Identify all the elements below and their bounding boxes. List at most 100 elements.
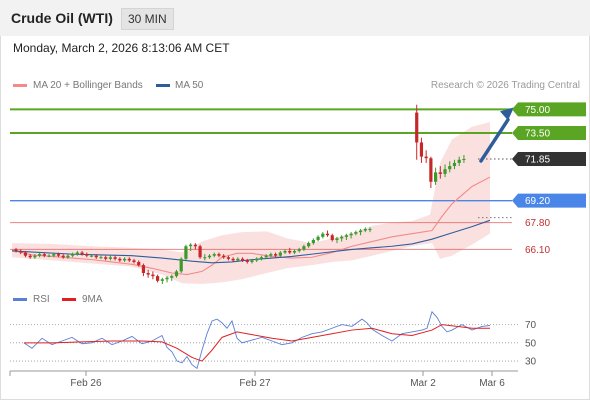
candle-body xyxy=(259,257,264,259)
candle-body xyxy=(274,254,278,256)
candle-body xyxy=(207,255,212,258)
chart-header: Crude Oil (WTI) 30 MIN xyxy=(0,0,590,36)
candle-body xyxy=(448,166,452,170)
candle-body xyxy=(94,255,98,258)
candle-body xyxy=(457,159,461,163)
legend-label-ma50: MA 50 xyxy=(175,80,204,91)
legend-label-rsi-ma: 9MA xyxy=(82,294,103,305)
candle-body xyxy=(217,254,221,256)
candle-body xyxy=(170,276,174,278)
candle-body xyxy=(122,258,127,261)
timeframe-badge[interactable]: 30 MIN xyxy=(121,8,174,30)
candle-body xyxy=(311,239,315,244)
rsi-ma-line xyxy=(24,324,490,362)
candle-body xyxy=(344,235,348,237)
candle-body xyxy=(264,255,268,258)
candle-body xyxy=(330,235,334,240)
price-label-66-10: 66.10 xyxy=(525,245,550,256)
candle-body xyxy=(80,252,84,255)
candle-body xyxy=(89,255,94,257)
x-tick-label: Mar 2 xyxy=(410,378,436,389)
candle-body xyxy=(132,260,136,262)
candle-body xyxy=(137,261,141,266)
x-tick-label: Feb 27 xyxy=(239,378,271,389)
candle-body xyxy=(278,252,282,256)
legend-swatch-ma50 xyxy=(156,84,170,87)
candle-body xyxy=(240,258,245,261)
candle-body xyxy=(419,142,424,157)
candle-body xyxy=(354,232,358,234)
candle-body xyxy=(174,271,179,277)
candle-body xyxy=(198,246,202,258)
candle-body xyxy=(19,250,23,253)
price-label-75-00: 75.00 xyxy=(525,105,550,116)
candle-body xyxy=(307,243,311,247)
candle-body xyxy=(452,162,457,167)
x-tick-label: Mar 6 xyxy=(479,378,505,389)
candle-body xyxy=(203,257,207,259)
price-tag-75-00 xyxy=(512,102,586,117)
candle-body xyxy=(151,274,155,277)
candle-body xyxy=(302,246,306,250)
candle-body xyxy=(66,255,70,258)
candle-body xyxy=(38,254,42,256)
candle-body xyxy=(28,255,32,258)
candle-body xyxy=(127,258,131,261)
candle-body xyxy=(47,255,51,257)
candle-body xyxy=(269,254,273,256)
candle-body xyxy=(104,257,108,259)
projection-arrow-head xyxy=(500,107,514,121)
candle-body xyxy=(42,254,46,256)
candle-body xyxy=(434,172,438,182)
candle-body xyxy=(179,258,183,272)
legend-label-ma20: MA 20 + Bollinger Bands xyxy=(33,80,143,91)
candle-body xyxy=(156,276,160,281)
legend-swatch-rsi-ma xyxy=(62,298,76,301)
candle-body xyxy=(283,250,287,253)
candle-body xyxy=(184,246,188,259)
candle-body xyxy=(33,255,37,258)
bollinger-band xyxy=(12,122,490,285)
candle-body xyxy=(99,257,103,259)
candle-body xyxy=(335,238,339,240)
credit-text: Research © 2026 Trading Central xyxy=(430,80,580,91)
candle-body xyxy=(231,258,235,261)
candle-body xyxy=(316,236,320,240)
x-tick-label: Feb 26 xyxy=(70,378,102,389)
candle-body xyxy=(160,279,164,281)
price-label-67-80: 67.80 xyxy=(525,218,550,229)
candle-body xyxy=(23,252,28,256)
candle-body xyxy=(146,272,150,275)
price-label-69-20: 69.20 xyxy=(525,196,550,207)
candle-body xyxy=(368,228,372,230)
candle-body xyxy=(250,260,254,262)
candle-body xyxy=(222,255,226,258)
candle-body xyxy=(429,158,433,182)
candle-body xyxy=(288,250,292,253)
timestamp: Monday, March 2, 2026 8:13:06 AM CET xyxy=(13,41,230,55)
candle-body xyxy=(424,156,428,159)
candle-body xyxy=(14,249,18,251)
candle-body xyxy=(297,249,301,251)
candle-body xyxy=(321,233,325,237)
ma50-line xyxy=(11,219,491,264)
candle-body xyxy=(358,230,363,233)
candle-body xyxy=(255,258,259,261)
candle-body xyxy=(363,228,367,231)
candle-body xyxy=(61,255,65,258)
price-tag-71-85 xyxy=(512,151,586,166)
candle-body xyxy=(245,260,249,262)
candle-body xyxy=(325,233,330,236)
candle-body xyxy=(85,254,89,256)
candle-body xyxy=(226,257,230,259)
candle-body xyxy=(340,236,344,239)
candle-body xyxy=(438,172,442,174)
projection-arrow-shaft xyxy=(479,117,510,163)
rsi-level-label-30: 30 xyxy=(525,357,537,368)
candle-body xyxy=(56,254,61,256)
rsi-line xyxy=(23,310,491,370)
rsi-level-label-70: 70 xyxy=(525,320,537,331)
candle-body xyxy=(349,233,353,236)
candle-body xyxy=(236,258,240,261)
